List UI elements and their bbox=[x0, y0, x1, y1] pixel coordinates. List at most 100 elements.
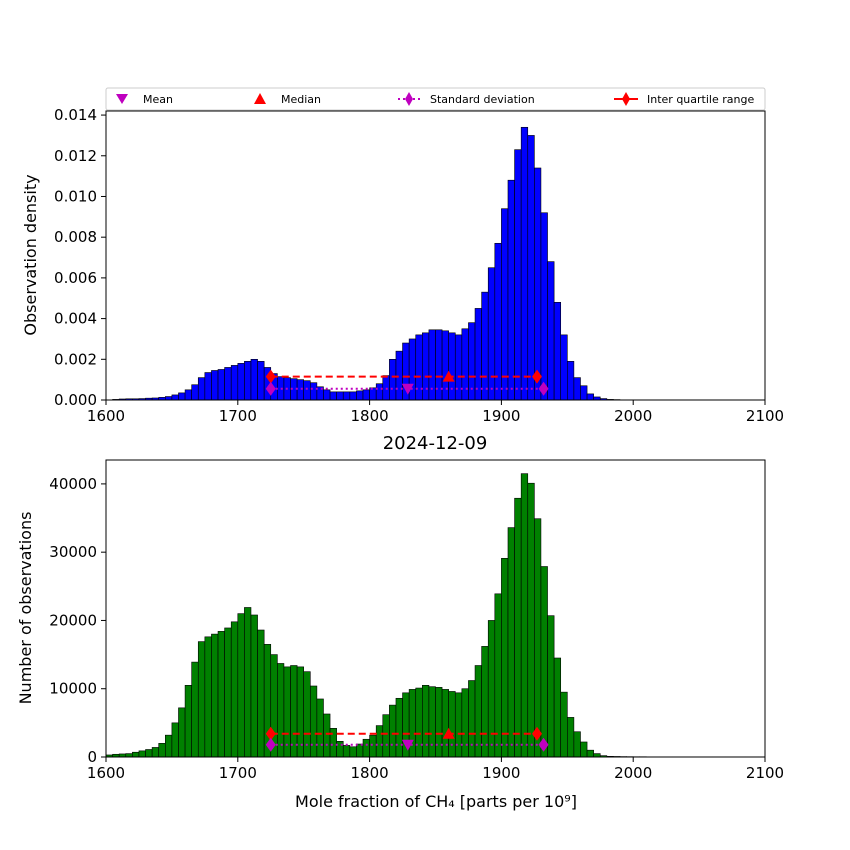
top-y-ticks: 0.000 0.002 0.004 0.006 0.008 0.010 0.012 0.014 bbox=[54, 106, 106, 409]
top-bar bbox=[408, 338, 417, 401]
top-x-tick-label: 1900 bbox=[482, 407, 520, 425]
legend-item-median: Median bbox=[254, 93, 321, 106]
bot-bar bbox=[481, 646, 489, 758]
top-bar bbox=[197, 377, 206, 401]
top-x-tick-label: 1600 bbox=[87, 407, 125, 425]
bot-bar bbox=[382, 714, 390, 758]
bottom-plot-frame bbox=[105, 459, 766, 758]
top-x-ticks: 1600 1700 1800 1900 2000 2100 bbox=[87, 400, 784, 425]
top-mean-marker bbox=[401, 383, 414, 395]
top-std-marker bbox=[538, 381, 549, 396]
top-bar bbox=[540, 212, 548, 401]
top-y-tick-label: 0.008 bbox=[54, 228, 97, 246]
top-bar bbox=[520, 126, 529, 401]
bot-x-tick-label: 2000 bbox=[614, 764, 652, 782]
top-y-tick-label: 0.012 bbox=[54, 147, 97, 165]
bot-bar bbox=[171, 722, 179, 758]
top-bar bbox=[329, 391, 337, 401]
bot-bar bbox=[362, 738, 370, 758]
top-bars bbox=[112, 126, 766, 401]
top-bar bbox=[454, 334, 463, 401]
bottom-x-ticks: 1600 1700 1800 1900 2000 2100 bbox=[87, 757, 784, 782]
bot-bar bbox=[487, 620, 496, 758]
top-bar bbox=[171, 394, 179, 401]
bot-bar bbox=[342, 745, 351, 758]
top-bar bbox=[224, 367, 232, 401]
bot-bar bbox=[389, 704, 397, 758]
bot-bar bbox=[211, 633, 219, 758]
bot-bar bbox=[329, 728, 337, 758]
top-stats bbox=[265, 369, 549, 396]
top-median-marker bbox=[442, 370, 455, 382]
bot-median-marker bbox=[442, 727, 455, 739]
bot-bar bbox=[356, 743, 364, 758]
top-bar bbox=[580, 385, 588, 401]
bot-y-tick-label: 40000 bbox=[49, 475, 97, 493]
bot-bar bbox=[580, 741, 588, 758]
bot-bar bbox=[593, 753, 601, 758]
bot-bar bbox=[230, 621, 239, 758]
top-bar bbox=[184, 389, 192, 401]
bot-iqr-marker bbox=[265, 726, 276, 741]
bot-x-tick-label: 1900 bbox=[482, 764, 520, 782]
bottom-bars bbox=[105, 473, 766, 758]
top-bar bbox=[573, 377, 581, 401]
top-bar bbox=[501, 208, 509, 401]
bot-bar bbox=[138, 750, 146, 758]
bot-bar bbox=[204, 636, 212, 758]
bot-bar bbox=[415, 687, 423, 758]
top-bar bbox=[211, 370, 219, 401]
top-bar bbox=[382, 375, 390, 401]
legend-mean-label: Mean bbox=[143, 93, 173, 106]
top-bar bbox=[481, 291, 489, 401]
bottom-chart: 2024-12-09 1600 1700 1800 1900 2000 2100 0 100… bbox=[16, 433, 784, 811]
top-bar bbox=[474, 308, 482, 401]
bot-bar bbox=[369, 734, 377, 758]
bot-bar bbox=[191, 661, 199, 758]
top-bar bbox=[237, 363, 245, 401]
top-bar bbox=[507, 179, 515, 401]
bot-bar bbox=[336, 740, 344, 758]
bot-bar bbox=[422, 685, 430, 758]
bot-bar bbox=[184, 685, 192, 758]
top-bar bbox=[560, 334, 568, 401]
bot-bar bbox=[250, 614, 258, 758]
legend-median-label: Median bbox=[281, 93, 321, 106]
top-bar bbox=[547, 261, 555, 401]
legend-iqr-label: Inter quartile range bbox=[647, 93, 754, 106]
top-bar bbox=[204, 372, 212, 401]
top-bar bbox=[369, 387, 377, 401]
top-bar bbox=[395, 350, 403, 401]
bot-bar bbox=[520, 473, 529, 758]
bot-bar bbox=[560, 691, 568, 758]
top-bar bbox=[448, 332, 456, 401]
top-bar bbox=[487, 267, 496, 401]
bot-bar bbox=[573, 731, 581, 758]
top-bar bbox=[178, 392, 186, 401]
top-bar bbox=[191, 384, 199, 401]
top-std-marker bbox=[265, 381, 276, 396]
bot-bar bbox=[349, 746, 357, 758]
bottom-y-axis-label: Number of observations bbox=[16, 512, 35, 705]
top-bar bbox=[296, 379, 304, 401]
top-bar bbox=[362, 389, 370, 401]
bot-bar bbox=[178, 707, 186, 758]
std-marker-icon bbox=[405, 92, 413, 106]
bot-bar bbox=[547, 615, 555, 758]
bot-bar bbox=[316, 698, 324, 758]
bot-bar bbox=[224, 627, 232, 758]
bot-bar bbox=[217, 631, 225, 758]
top-y-tick-label: 0.004 bbox=[54, 310, 97, 328]
legend-item-iqr: Inter quartile range bbox=[614, 92, 754, 106]
bot-bar bbox=[197, 641, 206, 758]
top-chart: 1600 1700 1800 1900 2000 2100 0.000 0.002 0.004… bbox=[21, 87, 784, 425]
top-bar bbox=[165, 396, 173, 401]
bot-bar bbox=[435, 687, 443, 758]
bot-bar bbox=[534, 518, 542, 758]
bot-bar bbox=[323, 713, 331, 758]
top-bar bbox=[422, 332, 430, 401]
bot-bar bbox=[309, 685, 318, 758]
top-bar bbox=[349, 391, 357, 401]
bot-bar bbox=[375, 725, 384, 758]
